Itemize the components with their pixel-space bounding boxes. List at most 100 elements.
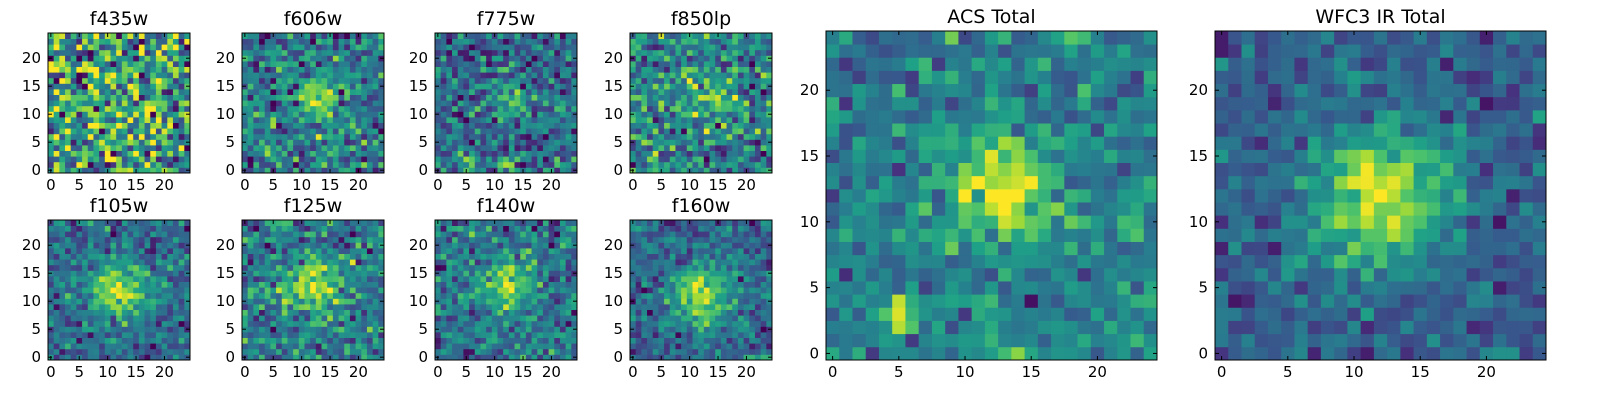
heatmap-cell <box>463 161 470 168</box>
heatmap-cell <box>732 128 739 135</box>
heatmap-cell <box>469 220 476 226</box>
heatmap-cell <box>452 133 459 140</box>
heatmap-cell <box>344 128 351 135</box>
heatmap-cell <box>440 298 447 305</box>
heatmap-cell <box>760 292 767 299</box>
heatmap-cell <box>259 281 266 288</box>
heatmap-cell <box>446 156 453 163</box>
heatmap-cell <box>554 100 561 107</box>
heatmap-cell <box>446 264 453 271</box>
heatmap-cell <box>298 89 305 95</box>
heatmap-cell <box>332 348 339 355</box>
heatmap-cell <box>264 309 271 316</box>
heatmap-cell <box>298 343 305 350</box>
heatmap-cell <box>749 139 756 146</box>
heatmap-cell <box>452 38 459 45</box>
heatmap-cell <box>652 150 659 157</box>
heatmap-cell <box>259 332 266 338</box>
heatmap-cell <box>144 94 151 101</box>
heatmap-cell <box>138 139 145 146</box>
heatmap-cell <box>167 61 174 67</box>
heatmap-cell <box>559 83 567 90</box>
heatmap-cell <box>754 83 762 90</box>
heatmap-cell <box>531 122 538 129</box>
heatmap-cell <box>692 343 699 350</box>
heatmap-cell <box>743 105 750 112</box>
heatmap-cell <box>641 326 648 333</box>
heatmap-cell <box>709 150 716 157</box>
heatmap-cell <box>760 343 767 350</box>
heatmap-cell <box>480 248 487 254</box>
heatmap-cell <box>53 150 60 157</box>
heatmap-cell <box>469 354 476 361</box>
heatmap-cell <box>698 276 705 282</box>
heatmap-cell <box>446 253 453 260</box>
heatmap-cell <box>486 117 493 123</box>
heatmap-cell <box>76 161 83 168</box>
heatmap-cell <box>172 309 180 316</box>
heatmap-cell <box>630 72 637 79</box>
heatmap-cell <box>457 264 464 271</box>
heatmap-cell <box>452 72 459 79</box>
heatmap-cell <box>184 264 191 271</box>
heatmap-cell <box>440 264 447 271</box>
heatmap-cell <box>480 264 487 271</box>
heatmap-cell <box>647 55 654 62</box>
heatmap-cell <box>76 150 83 157</box>
heatmap-cell <box>446 94 453 101</box>
heatmap-cell <box>372 111 379 118</box>
heatmap-cell <box>537 139 544 146</box>
heatmap-cell <box>446 33 453 39</box>
heatmap-cell <box>766 100 773 107</box>
heatmap-cell <box>497 309 504 316</box>
heatmap-cell <box>99 89 106 95</box>
heatmap-cell <box>304 44 311 51</box>
heatmap-cell <box>372 354 379 361</box>
heatmap-cell <box>378 292 385 299</box>
heatmap-cell <box>559 304 567 310</box>
heatmap-cell <box>172 94 180 101</box>
heatmap-cell <box>525 281 532 288</box>
heatmap-cell <box>155 225 162 232</box>
heatmap-cell <box>178 161 185 168</box>
heatmap-cell <box>155 259 162 266</box>
heatmap-cell <box>53 117 60 123</box>
heatmap-cell <box>715 309 722 316</box>
heatmap-cell <box>749 61 756 67</box>
heatmap-cell <box>287 242 294 249</box>
heatmap-cell <box>480 167 487 174</box>
heatmap-cell <box>184 259 191 266</box>
heatmap-cell <box>167 49 174 56</box>
heatmap-cell <box>474 89 481 95</box>
heatmap-cell <box>709 83 716 90</box>
heatmap-cell <box>542 264 549 271</box>
heatmap-cell <box>514 287 521 294</box>
heatmap-cell <box>349 122 356 129</box>
heatmap-cell <box>452 220 459 226</box>
heatmap-cell <box>548 156 555 163</box>
heatmap-cell <box>565 66 572 73</box>
heatmap-cell <box>121 315 128 322</box>
heatmap-cell <box>144 117 151 123</box>
heatmap-cell <box>127 304 134 310</box>
heatmap-cell <box>715 100 722 107</box>
heatmap-cell <box>486 270 493 277</box>
heatmap-cell <box>270 133 277 140</box>
heatmap-cell <box>366 117 374 123</box>
heatmap-cell <box>565 33 572 39</box>
heatmap-cell <box>150 111 157 118</box>
heatmap-cell <box>293 111 300 118</box>
heatmap-cell <box>355 326 362 333</box>
heatmap-cell <box>548 281 555 288</box>
heatmap-cell <box>315 348 322 355</box>
heatmap-cell <box>144 332 151 338</box>
heatmap-cell <box>630 94 637 101</box>
heatmap-cell <box>537 304 544 310</box>
heatmap-cell <box>276 326 283 333</box>
heatmap-cell <box>463 117 470 123</box>
heatmap-cell <box>65 133 72 140</box>
heatmap-cell <box>287 72 294 79</box>
x-tick-label: 10 <box>485 363 504 381</box>
y-tick-label: 5 <box>225 320 235 338</box>
heatmap-cell <box>709 276 716 282</box>
